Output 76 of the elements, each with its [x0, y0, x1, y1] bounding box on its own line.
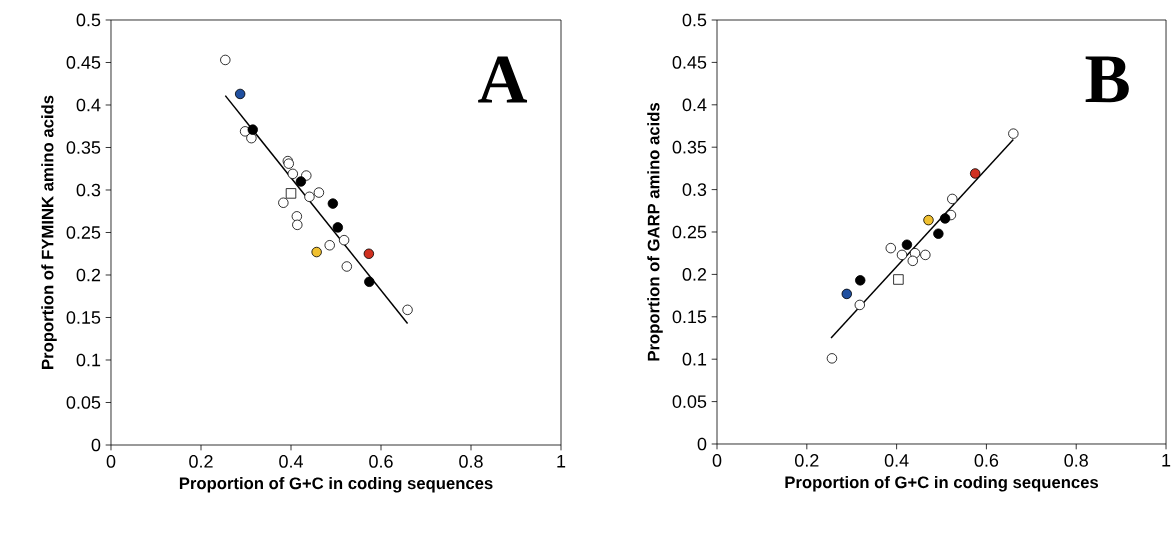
y-tick-label: 0 [697, 437, 707, 451]
x-tick-label: 0 [712, 454, 722, 467]
point [338, 234, 350, 246]
x-axis-title: Proportion of G+C in coding sequences [785, 475, 1099, 492]
y-tick-label: 0 [91, 438, 101, 452]
point [947, 193, 958, 205]
x-tick-label: 0.6 [369, 455, 393, 468]
x-tick-label: 0.4 [279, 455, 303, 468]
point [920, 249, 931, 261]
point [896, 249, 908, 261]
chart-title: A [478, 56, 528, 103]
x-tick-label: 0 [106, 455, 116, 468]
point [324, 240, 335, 251]
point [907, 255, 918, 267]
x-tick-label: 0.8 [459, 455, 483, 468]
y-tick-label: 0.1 [76, 353, 101, 367]
point [311, 246, 322, 258]
point [901, 239, 913, 250]
chart-title: B [1085, 56, 1129, 103]
y-tick-label: 0.05 [672, 395, 707, 408]
point [247, 124, 258, 135]
point [234, 88, 246, 100]
x-tick-label: 0.2 [189, 455, 213, 468]
y-tick-label: 0.15 [672, 310, 707, 324]
point [893, 274, 904, 285]
point [291, 211, 303, 222]
point [1008, 128, 1019, 139]
y-tick-label: 0.2 [682, 268, 707, 281]
y-tick-label: 0.45 [672, 56, 707, 69]
y-tick-label: 0.15 [66, 311, 101, 324]
y-axis-title: Proportion of GARP amino acids [647, 103, 663, 361]
point [313, 187, 325, 198]
x-axis-title: Proportion of G+C in coding sequences [179, 476, 493, 493]
y-axis-title: Proportion of FYMINK amino acids [41, 95, 57, 369]
y-tick-label: 0.35 [66, 141, 101, 154]
point [304, 191, 315, 202]
y-tick-label: 0.4 [76, 98, 101, 112]
y-tick-label: 0.1 [682, 352, 707, 366]
point [278, 197, 289, 208]
point [220, 54, 231, 66]
point [402, 304, 413, 316]
point [841, 288, 852, 300]
x-tick-label: 0.2 [795, 454, 819, 467]
x-tick-label: 1 [1162, 454, 1171, 467]
point [364, 276, 375, 287]
y-tick-label: 0.5 [76, 13, 101, 27]
point [933, 228, 944, 239]
y-tick-label: 0.35 [672, 140, 707, 154]
point [287, 168, 298, 180]
point [885, 242, 896, 254]
point [341, 261, 353, 272]
point [969, 168, 981, 179]
point [826, 353, 838, 364]
x-tick-label: 0.6 [974, 454, 999, 467]
y-tick-label: 0.45 [66, 56, 101, 69]
point [327, 198, 339, 209]
y-tick-label: 0.25 [672, 225, 707, 239]
y-tick-label: 0.25 [66, 226, 101, 239]
point [285, 188, 297, 199]
point [939, 213, 951, 224]
point [854, 299, 865, 311]
y-tick-label: 0.5 [682, 13, 707, 27]
point [363, 248, 375, 259]
point [295, 176, 307, 187]
x-tick-label: 0.8 [1064, 454, 1088, 467]
x-tick-label: 1 [557, 455, 566, 468]
point [855, 275, 866, 286]
x-tick-label: 0.4 [884, 454, 909, 467]
y-tick-label: 0.05 [66, 396, 101, 409]
point [332, 222, 343, 233]
y-tick-label: 0.3 [682, 183, 707, 196]
point [923, 214, 934, 226]
y-tick-label: 0.3 [76, 183, 101, 197]
point [292, 219, 303, 231]
y-tick-label: 0.2 [76, 268, 101, 282]
y-tick-label: 0.4 [682, 98, 707, 112]
